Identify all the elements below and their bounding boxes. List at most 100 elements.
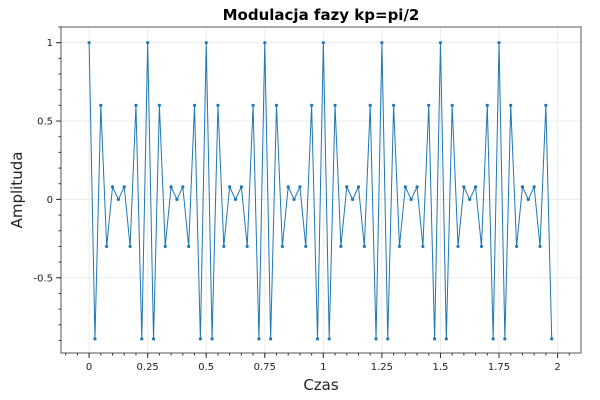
data-point bbox=[105, 244, 109, 249]
data-point bbox=[380, 41, 384, 45]
data-point bbox=[257, 337, 261, 341]
data-point bbox=[280, 244, 284, 249]
data-point bbox=[491, 337, 495, 341]
data-point bbox=[473, 185, 478, 189]
data-point bbox=[351, 197, 355, 202]
data-point bbox=[216, 103, 220, 107]
data-point bbox=[503, 337, 507, 341]
data-point bbox=[99, 103, 103, 107]
data-point bbox=[163, 244, 167, 249]
data-point bbox=[116, 197, 120, 202]
data-point bbox=[514, 244, 519, 249]
data-point bbox=[438, 41, 443, 45]
data-point bbox=[228, 185, 232, 189]
data-point bbox=[122, 185, 126, 189]
x-tick-label: 1.5 bbox=[433, 362, 449, 373]
data-point bbox=[421, 244, 425, 249]
data-point bbox=[345, 185, 349, 189]
x-tick-label: 1.75 bbox=[488, 362, 510, 373]
data-point bbox=[544, 103, 548, 107]
data-point bbox=[362, 244, 366, 249]
data-point bbox=[497, 41, 501, 45]
data-point bbox=[444, 337, 448, 341]
data-point bbox=[403, 185, 407, 189]
x-tick-label: 0.5 bbox=[198, 362, 214, 373]
data-point bbox=[427, 103, 431, 107]
data-point bbox=[415, 185, 419, 189]
data-point bbox=[462, 185, 466, 189]
data-point bbox=[110, 185, 115, 189]
series-layer bbox=[87, 41, 554, 341]
data-point bbox=[532, 185, 536, 189]
data-point bbox=[292, 197, 296, 202]
x-tick-label: 0.75 bbox=[254, 362, 276, 373]
data-point bbox=[433, 337, 437, 341]
data-point bbox=[333, 103, 337, 107]
data-point bbox=[520, 185, 525, 189]
data-point bbox=[304, 244, 308, 249]
data-point bbox=[368, 103, 372, 107]
data-point bbox=[485, 103, 489, 107]
data-point bbox=[397, 244, 402, 249]
y-tick-label: 1 bbox=[47, 38, 53, 49]
data-point bbox=[181, 185, 185, 189]
data-point bbox=[146, 41, 150, 45]
data-point bbox=[175, 197, 179, 202]
data-point bbox=[140, 337, 144, 341]
plot-frame bbox=[60, 26, 582, 354]
data-point bbox=[169, 185, 173, 189]
data-point bbox=[263, 41, 267, 45]
axes: 0 0.25 0.5 0.75 1 1.25 1.5 1.75 2 1 0.5 0 -0.5 bbox=[33, 26, 570, 373]
x-tick-label: 0.25 bbox=[137, 362, 159, 373]
data-point bbox=[298, 185, 302, 189]
y-tick-label: -0.5 bbox=[33, 273, 53, 284]
data-point bbox=[192, 103, 197, 107]
data-point bbox=[157, 103, 161, 107]
data-point bbox=[468, 197, 472, 202]
data-point bbox=[87, 41, 91, 45]
data-point bbox=[321, 41, 325, 45]
data-point bbox=[245, 244, 249, 249]
data-point bbox=[151, 337, 156, 341]
data-point bbox=[339, 244, 343, 249]
data-point bbox=[210, 337, 214, 341]
data-point bbox=[526, 197, 530, 202]
data-point bbox=[198, 337, 202, 341]
x-tick-label: 1 bbox=[320, 362, 326, 373]
data-point bbox=[550, 337, 554, 341]
data-point bbox=[239, 185, 243, 189]
data-point bbox=[538, 244, 542, 249]
data-point bbox=[456, 244, 460, 249]
data-point bbox=[286, 185, 290, 189]
y-tick-label: 0 bbox=[47, 195, 53, 206]
data-point bbox=[310, 103, 314, 107]
data-point bbox=[233, 197, 238, 202]
data-point bbox=[386, 337, 390, 341]
series-line bbox=[88, 42, 553, 340]
data-point bbox=[204, 41, 208, 45]
data-point bbox=[134, 103, 138, 107]
x-tick-label: 0 bbox=[86, 362, 92, 373]
y-axis-label: Amplituda bbox=[8, 152, 26, 229]
data-point bbox=[315, 337, 320, 341]
data-point bbox=[392, 103, 396, 107]
data-point bbox=[128, 244, 132, 249]
data-point bbox=[269, 337, 273, 341]
data-point bbox=[409, 197, 413, 202]
data-point bbox=[450, 103, 454, 107]
chart-title: Modulacja fazy kp=pi/2 bbox=[223, 6, 420, 24]
data-point bbox=[374, 337, 378, 341]
data-point bbox=[356, 185, 361, 189]
data-point bbox=[187, 244, 191, 249]
data-point bbox=[251, 103, 255, 107]
data-point bbox=[327, 337, 331, 341]
y-tick-label: 0.5 bbox=[37, 117, 53, 128]
x-tick-label: 1.25 bbox=[371, 362, 393, 373]
data-point bbox=[509, 103, 513, 107]
x-axis-label: Czas bbox=[303, 376, 339, 394]
data-point bbox=[274, 103, 279, 107]
x-tick-label: 2 bbox=[554, 362, 560, 373]
